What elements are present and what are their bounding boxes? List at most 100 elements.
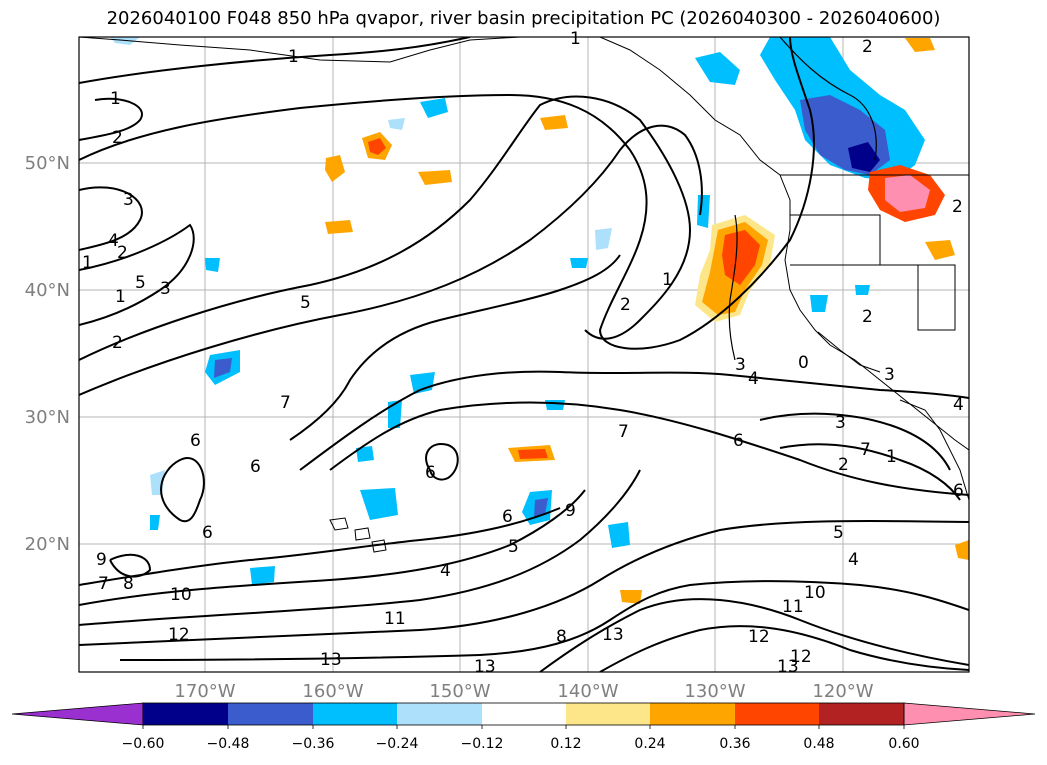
colorbar-tick-label: 0.36	[719, 736, 750, 752]
contour-label: 1	[570, 29, 581, 49]
precip-patch-positive	[722, 230, 760, 285]
contour-line	[79, 95, 692, 361]
colorbar-tick-label: −0.60	[122, 736, 165, 752]
precip-patch-negative	[570, 258, 588, 268]
map-area	[79, 37, 969, 672]
contour-label: 6	[502, 507, 513, 527]
contour-line	[79, 37, 471, 84]
contour-label: 4	[108, 231, 119, 251]
precip-patch-negative	[420, 98, 448, 118]
contour-line	[289, 254, 621, 441]
coastline-mexico	[899, 399, 969, 501]
colorbar-bin	[397, 703, 482, 725]
contour-label: 1	[110, 89, 121, 109]
colorbar-bin	[313, 703, 397, 725]
contour-label: 4	[953, 395, 964, 415]
precip-patch-negative	[595, 228, 612, 250]
contour-label: 7	[280, 393, 291, 413]
contour-label: 1	[288, 47, 299, 67]
precip-patch-positive	[925, 240, 955, 260]
contour-line	[425, 443, 459, 481]
colorbar-tick-label: 0.12	[550, 736, 581, 752]
colorbar-extend-low	[11, 702, 144, 726]
contour-label: 8	[123, 574, 134, 594]
map-frame	[78, 36, 970, 673]
contour-line	[79, 186, 143, 251]
contour-line	[160, 457, 205, 523]
colorbar-extend-high	[903, 702, 1036, 726]
contour-label: 3	[884, 365, 895, 385]
contour-label: 8	[556, 627, 567, 647]
contour-label: 1	[886, 447, 897, 467]
contour-line	[779, 37, 877, 161]
lon-tick-label: 130°W	[684, 681, 745, 702]
precip-patch-negative	[848, 142, 880, 172]
contour-line	[728, 214, 738, 361]
contour-label: 6	[202, 523, 213, 543]
precip-patch-negative	[410, 372, 435, 394]
coastline-north-america	[779, 174, 969, 451]
lat-tick-label: 50°N	[25, 153, 70, 174]
contour-label: 5	[508, 537, 519, 557]
coastlines	[79, 37, 969, 553]
border-states	[790, 214, 956, 331]
precip-patch-negative	[810, 295, 828, 312]
colorbar-outline	[142, 702, 905, 726]
contour-label: 3	[160, 279, 171, 299]
contour-label: 9	[565, 501, 576, 521]
precip-patch-negative	[855, 285, 870, 295]
contour-label: 6	[953, 481, 964, 501]
precip-patch-positive	[418, 170, 452, 185]
contour-label: 10	[804, 583, 826, 603]
contour-label: 13	[602, 625, 624, 645]
contour-label: 1	[115, 287, 126, 307]
lon-tick-label: 160°W	[302, 681, 363, 702]
lon-tick-label: 120°W	[812, 681, 873, 702]
contour-line	[109, 553, 152, 578]
colorbar-tick-label: −0.24	[376, 736, 419, 752]
colorbar-tick-label: 0.24	[634, 736, 665, 752]
colorbar-bin	[482, 703, 566, 725]
lat-tick-label: 30°N	[25, 407, 70, 428]
contour-line	[779, 443, 961, 501]
contour-label: 10	[170, 585, 192, 605]
contour-label: 12	[748, 627, 770, 647]
precip-patch-negative	[110, 37, 140, 45]
precip-patch-positive	[518, 449, 548, 459]
contour-line	[299, 370, 969, 471]
precip-patch-negative	[150, 515, 160, 530]
colorbar-tick-label: −0.12	[461, 736, 504, 752]
figure-title: 2026040100 F048 850 hPa qvapor, river ba…	[106, 8, 941, 29]
colorbar-bin	[566, 703, 650, 725]
contour-line	[539, 598, 969, 672]
contour-label: 2	[838, 455, 849, 475]
precip-patch-positive	[955, 540, 969, 560]
contour-line	[79, 469, 641, 626]
contour-line	[79, 489, 586, 606]
contour-label: 6	[733, 431, 744, 451]
contour-label: 9	[96, 550, 107, 570]
qvapor-contours-thin	[728, 37, 877, 361]
contour-label: 2	[952, 197, 963, 217]
contour-label: 11	[782, 597, 804, 617]
lat-axis: 50°N 40°N 30°N 20°N	[25, 153, 70, 555]
contour-label: 0	[798, 353, 809, 373]
colorbar: −0.60 −0.48 −0.36 −0.24 −0.12 0.12 0.24 …	[11, 702, 1036, 752]
colorbar-tick-label: −0.48	[207, 736, 250, 752]
contour-label: 5	[135, 273, 146, 293]
precip-fill-layer	[110, 37, 969, 604]
border-baja	[817, 331, 881, 373]
colorbar-bin	[735, 703, 819, 725]
contour-label: 2	[862, 307, 873, 327]
colorbar-tick-label: 0.60	[888, 736, 919, 752]
contour-line	[79, 507, 561, 586]
colorbar-bin	[228, 703, 313, 725]
contour-label: 6	[190, 431, 201, 451]
contour-label: 7	[98, 574, 109, 594]
lat-tick-label: 40°N	[25, 280, 70, 301]
contour-label: 5	[833, 523, 844, 543]
contour-label: 13	[320, 650, 342, 670]
contour-label: 5	[300, 293, 311, 313]
colorbar-bin	[650, 703, 735, 725]
